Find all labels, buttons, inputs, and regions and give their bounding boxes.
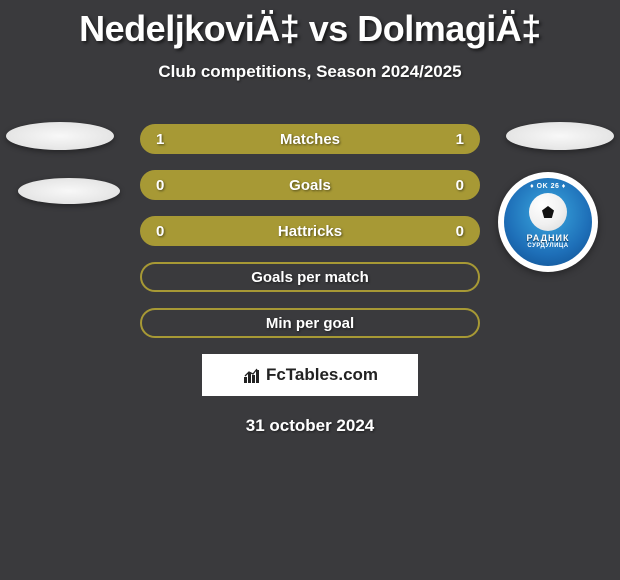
stat-right: 1	[456, 131, 464, 148]
stat-right: 0	[456, 177, 464, 194]
brand-text: FcTables.com	[266, 365, 378, 385]
date-text: 31 october 2024	[0, 416, 620, 436]
stat-left: 0	[156, 177, 164, 194]
stat-left: 0	[156, 223, 164, 240]
club-badge-name: РАДНИК	[527, 233, 570, 243]
stat-label: Goals per match	[251, 269, 369, 286]
page-subtitle: Club competitions, Season 2024/2025	[0, 62, 620, 82]
stat-label: Matches	[280, 131, 340, 148]
brand-box: FcTables.com	[202, 354, 418, 396]
page-title: NedeljkoviÄ‡ vs DolmagiÄ‡	[0, 0, 620, 50]
stat-row-goals-per-match: Goals per match	[140, 262, 480, 292]
stat-row-goals: 0 Goals 0	[140, 170, 480, 200]
stat-label: Goals	[289, 177, 331, 194]
club-badge-top-text: ♦ OK 26 ♦	[513, 183, 583, 190]
club-badge: ♦ OK 26 ♦ РАДНИК СУРДУЛИЦА	[498, 172, 598, 272]
player-left-placeholder-1	[6, 122, 114, 150]
bar-chart-icon	[242, 367, 262, 383]
stat-right: 0	[456, 223, 464, 240]
player-left-placeholder-2	[18, 178, 120, 204]
stat-row-min-per-goal: Min per goal	[140, 308, 480, 338]
club-badge-inner: ♦ OK 26 ♦ РАДНИК СУРДУЛИЦА	[504, 178, 592, 266]
stat-row-matches: 1 Matches 1	[140, 124, 480, 154]
soccer-ball-icon	[529, 193, 567, 231]
stat-row-hattricks: 0 Hattricks 0	[140, 216, 480, 246]
stat-label: Hattricks	[278, 223, 342, 240]
stat-left: 1	[156, 131, 164, 148]
stat-label: Min per goal	[266, 315, 354, 332]
player-right-placeholder	[506, 122, 614, 150]
club-badge-sub: СУРДУЛИЦА	[527, 243, 568, 249]
